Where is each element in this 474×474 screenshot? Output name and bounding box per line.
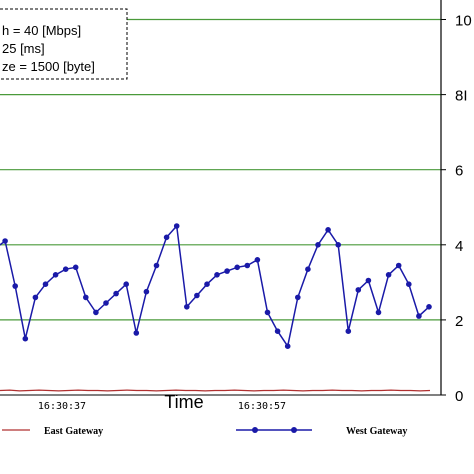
data-point <box>113 290 119 297</box>
data-point <box>395 262 402 269</box>
data-point <box>12 283 18 289</box>
y-tick-label: 8I <box>455 88 468 105</box>
data-point <box>264 309 271 316</box>
annotation-frame <box>0 8 128 80</box>
data-point <box>335 242 342 248</box>
data-point <box>305 266 311 273</box>
series-east-gateway <box>0 389 431 392</box>
y-tick-labels: 0 2 4 6 8I 10 <box>441 13 472 405</box>
series-line <box>0 224 430 349</box>
data-point <box>72 264 79 271</box>
data-point <box>244 262 251 269</box>
data-point <box>103 300 109 306</box>
data-point <box>385 272 392 278</box>
data-point <box>345 328 352 335</box>
data-point <box>32 294 39 301</box>
data-point <box>274 328 281 335</box>
data-point <box>365 277 372 284</box>
data-point <box>184 304 190 310</box>
data-point <box>93 309 99 316</box>
x-tick-labels: 16:30:37 16:30:57 <box>38 401 286 412</box>
x-axis-label: Time <box>164 392 203 412</box>
data-point <box>143 288 150 295</box>
data-point <box>52 272 59 278</box>
data-point <box>234 264 240 271</box>
data-point <box>22 335 29 342</box>
data-point <box>42 281 49 288</box>
data-point <box>254 257 261 263</box>
y-tick-label: 10 <box>455 13 472 30</box>
data-point <box>284 343 291 350</box>
x-tick-label: 16:30:37 <box>38 401 86 412</box>
series-west-gateway <box>0 223 432 350</box>
data-point <box>315 242 321 248</box>
data-point <box>426 304 432 310</box>
data-point <box>204 281 210 288</box>
data-point <box>2 238 8 244</box>
legend-west-marker-1 <box>252 427 258 433</box>
data-point <box>194 292 200 299</box>
data-point <box>163 234 170 241</box>
legend: East Gateway West Gateway <box>2 426 407 437</box>
data-point <box>62 266 69 273</box>
data-point <box>224 268 230 274</box>
data-point <box>325 227 331 233</box>
data-point <box>214 272 220 278</box>
data-point <box>173 223 180 229</box>
y-tick-label: 2 <box>455 313 463 330</box>
annotation-line-3: ze = 1500 [byte] <box>2 59 95 74</box>
data-point <box>375 309 382 316</box>
legend-east-label: East Gateway <box>44 426 103 437</box>
series-line <box>0 389 431 392</box>
data-point <box>123 281 129 288</box>
data-point <box>153 262 160 269</box>
x-tick-label: 16:30:57 <box>238 401 286 412</box>
data-point <box>416 313 422 319</box>
data-point <box>406 281 412 288</box>
legend-west-marker-2 <box>291 427 297 433</box>
data-point <box>133 330 140 336</box>
annotation-line-1: h = 40 [Mbps] <box>2 23 81 38</box>
data-point <box>83 294 89 301</box>
data-point <box>355 287 362 293</box>
annotation-box: h = 40 [Mbps] 25 [ms] ze = 1500 [byte] <box>0 8 128 80</box>
y-tick-label: 6 <box>455 163 463 180</box>
data-point <box>295 294 301 301</box>
y-tick-label: 0 <box>455 388 463 405</box>
annotation-line-2: 25 [ms] <box>2 41 45 56</box>
legend-west-label: West Gateway <box>346 426 407 437</box>
y-tick-label: 4 <box>455 238 463 255</box>
